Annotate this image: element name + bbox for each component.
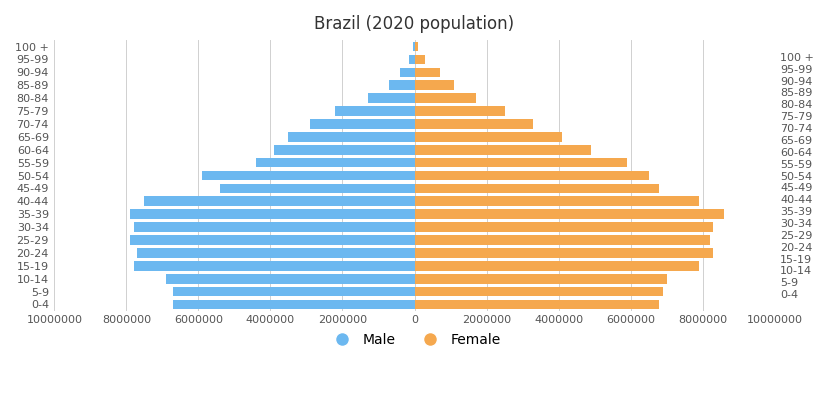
Bar xyxy=(400,68,414,77)
Bar xyxy=(133,222,414,232)
Bar xyxy=(412,42,414,51)
Bar xyxy=(414,222,713,232)
Bar xyxy=(414,209,724,219)
Bar xyxy=(335,106,414,116)
Bar xyxy=(389,80,414,90)
Bar xyxy=(173,287,414,297)
Title: Brazil (2020 population): Brazil (2020 population) xyxy=(314,15,514,33)
Bar xyxy=(414,300,658,309)
Bar xyxy=(408,55,414,64)
Bar xyxy=(414,106,504,116)
Bar xyxy=(256,158,414,168)
Bar xyxy=(166,274,414,283)
Bar xyxy=(137,248,414,258)
Legend: Male, Female: Male, Female xyxy=(322,328,506,353)
Bar xyxy=(414,132,561,142)
Bar xyxy=(414,287,662,297)
Bar xyxy=(144,197,414,206)
Bar xyxy=(133,261,414,271)
Bar xyxy=(414,235,709,245)
Bar xyxy=(173,300,414,309)
Bar xyxy=(414,93,475,103)
Bar xyxy=(414,119,532,129)
Bar xyxy=(202,171,414,180)
Bar xyxy=(274,145,414,154)
Bar xyxy=(414,248,713,258)
Bar xyxy=(219,183,414,193)
Bar xyxy=(414,42,417,51)
Bar xyxy=(414,80,454,90)
Bar xyxy=(414,55,425,64)
Bar xyxy=(414,183,658,193)
Bar xyxy=(368,93,414,103)
Bar xyxy=(130,209,414,219)
Bar xyxy=(414,197,698,206)
Bar xyxy=(288,132,414,142)
Bar xyxy=(414,68,439,77)
Bar xyxy=(414,261,698,271)
Bar xyxy=(414,274,666,283)
Bar xyxy=(414,158,626,168)
Bar xyxy=(130,235,414,245)
Bar xyxy=(414,145,590,154)
Bar xyxy=(414,171,647,180)
Bar xyxy=(310,119,414,129)
